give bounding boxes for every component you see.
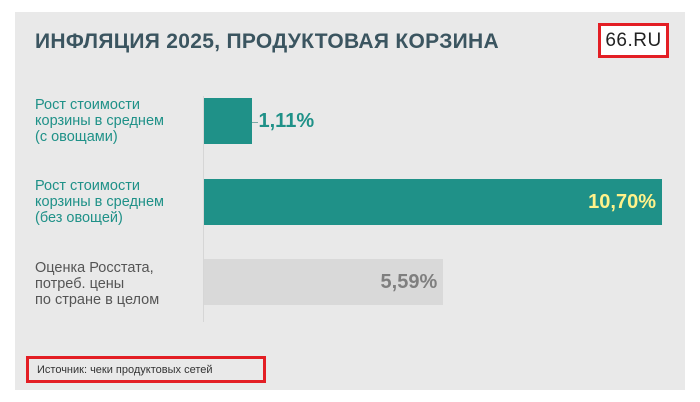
category-label-line: Оценка Росстата,: [35, 260, 154, 276]
category-label-line: (без овощей): [35, 210, 123, 226]
category-label-line: (с овощами): [35, 129, 118, 145]
chart-title: ИНФЛЯЦИЯ 2025, ПРОДУКТОВАЯ КОРЗИНА: [35, 30, 499, 53]
category-label: Рост стоимости корзины в среднем (без овощ…: [35, 178, 205, 226]
source-note: Источник: чеки продуктовых сетей: [26, 356, 266, 383]
category-label: Оценка Росстата, потреб. цены по стране в …: [35, 260, 205, 308]
category-label-line: корзины в среднем: [35, 113, 164, 129]
site-logo[interactable]: 66.RU: [598, 23, 669, 58]
category-label-line: Рост стоимости: [35, 178, 140, 194]
bar-axis-line: [203, 96, 204, 322]
chart-card: ИНФЛЯЦИЯ 2025, ПРОДУКТОВАЯ КОРЗИНА 66.RU…: [15, 12, 685, 390]
bar: [204, 179, 662, 225]
value-leader-line: [251, 122, 258, 123]
bar: [204, 259, 444, 305]
category-label: Рост стоимости корзины в среднем (с овощам…: [35, 97, 205, 145]
value-label: 1,11%: [258, 110, 315, 132]
value-label: 5,59%: [380, 271, 438, 293]
bar: [204, 98, 252, 144]
category-label-line: Рост стоимости: [35, 97, 140, 113]
category-label-line: корзины в среднем: [35, 194, 164, 210]
category-label-line: потреб. цены: [35, 276, 125, 292]
value-label: 10,70%: [588, 191, 656, 213]
category-label-line: по стране в целом: [35, 292, 160, 308]
